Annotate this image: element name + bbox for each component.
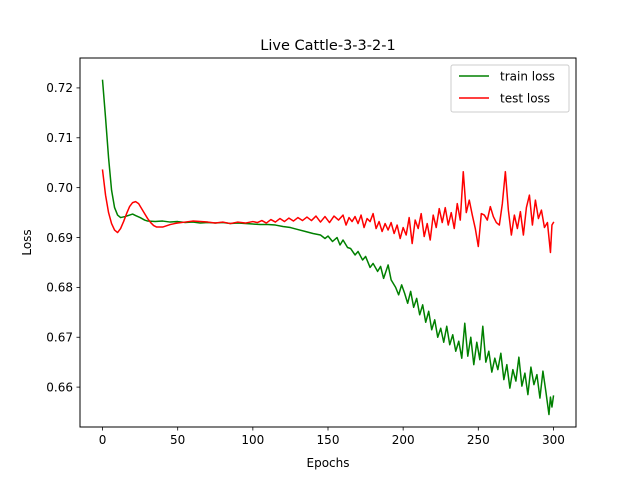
series-layer — [101, 79, 555, 416]
chart-title: Live Cattle-3-3-2-1 — [260, 38, 395, 54]
y-tick-label: 0.66 — [46, 380, 73, 394]
y-axis-label: Loss — [20, 229, 34, 255]
x-tick-label: 150 — [317, 433, 340, 447]
series-line-1 — [101, 169, 555, 254]
y-tick-label: 0.67 — [46, 331, 73, 345]
y-tick-label: 0.69 — [46, 231, 73, 245]
x-axis: 0 50 100 150 200 250 300 — [99, 427, 565, 447]
y-tick-label: 0.70 — [46, 181, 73, 195]
legend: train loss test loss — [450, 64, 570, 113]
x-tick-label: 200 — [392, 433, 415, 447]
x-tick-label: 300 — [542, 433, 565, 447]
y-tick-label: 0.72 — [46, 81, 73, 95]
x-tick-label: 0 — [99, 433, 107, 447]
y-tick-label: 0.68 — [46, 281, 73, 295]
y-axis: 0.66 0.67 0.68 0.69 0.70 0.71 0.72 — [46, 81, 80, 394]
legend-label-1: test loss — [500, 91, 550, 105]
x-tick-label: 100 — [241, 433, 264, 447]
y-tick-label: 0.71 — [46, 131, 73, 145]
x-axis-label: Epochs — [307, 456, 350, 470]
x-tick-label: 250 — [467, 433, 490, 447]
x-tick-label: 50 — [170, 433, 185, 447]
legend-label-0: train loss — [500, 69, 555, 83]
